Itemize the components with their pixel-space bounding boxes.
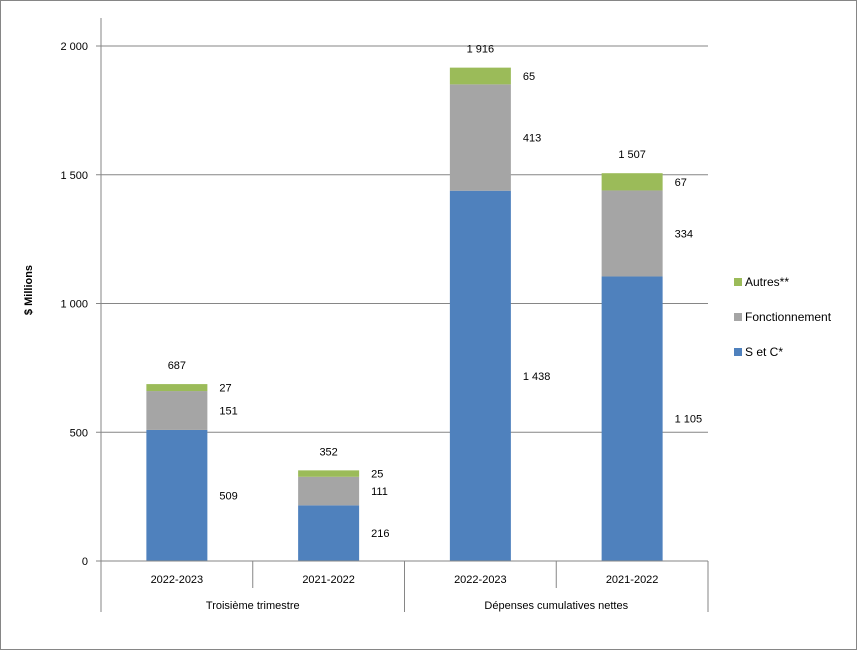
bar-segment [298,476,360,506]
data-label: 413 [523,133,541,145]
data-label: 509 [219,490,237,502]
bar-segment [601,276,663,561]
bar-segment [601,190,663,277]
data-label: 111 [371,486,388,498]
x-tick-label: 2021-2022 [606,574,659,586]
y-tick-label: 0 [82,556,88,568]
bar-segment [146,429,208,561]
data-labels: 509 151 27 687 216 111 25 352 1 438 413 65 1 916 1 1… [168,44,702,541]
y-tick-label: 1 000 [60,299,88,311]
bar-segment [449,67,511,85]
total-label: 352 [319,446,337,458]
bar-segment [601,173,663,191]
legend-swatch [734,348,742,356]
legend-label: Fonctionnement [745,310,832,324]
data-label: 334 [675,228,693,240]
bar-segment [146,391,208,430]
data-label: 1 438 [523,371,551,383]
bar-segment [449,84,511,191]
bar-segment [449,190,511,561]
data-label: 216 [371,528,389,540]
data-label: 65 [523,71,535,83]
x-axis: 2022-2023 2021-2022 2022-2023 2021-2022 Troi… [100,560,709,612]
bar-segment [298,505,360,561]
legend-swatch [734,278,742,286]
data-label: 25 [371,469,383,481]
y-axis-label: $ Millions [23,265,35,315]
data-label: 1 105 [675,414,703,426]
y-tick-label: 2 000 [60,41,88,53]
x-tick-label: 2022-2023 [151,574,204,586]
legend-label: Autres** [745,275,789,289]
total-label: 1 507 [618,149,646,161]
x-group-label: Dépenses cumulatives nettes [484,600,628,612]
data-label: 151 [219,405,237,417]
data-label: 67 [675,177,687,189]
total-label: 687 [168,360,186,372]
bars [146,67,663,561]
bar-segment [146,384,208,392]
bar-segment [298,470,360,477]
total-label: 1 916 [467,44,495,56]
legend-label: S et C* [745,345,783,359]
y-tick-label: 500 [70,427,88,439]
x-tick-label: 2021-2022 [302,574,355,586]
x-group-label: Troisième trimestre [206,600,300,612]
x-tick-label: 2022-2023 [454,574,507,586]
legend-swatch [734,313,742,321]
data-label: 27 [219,383,231,395]
y-axis-ticks: 0 500 1 000 1 500 2 000 [60,18,102,568]
legend: Autres** Fonctionnement S et C* [734,275,832,359]
y-tick-label: 1 500 [60,170,88,182]
